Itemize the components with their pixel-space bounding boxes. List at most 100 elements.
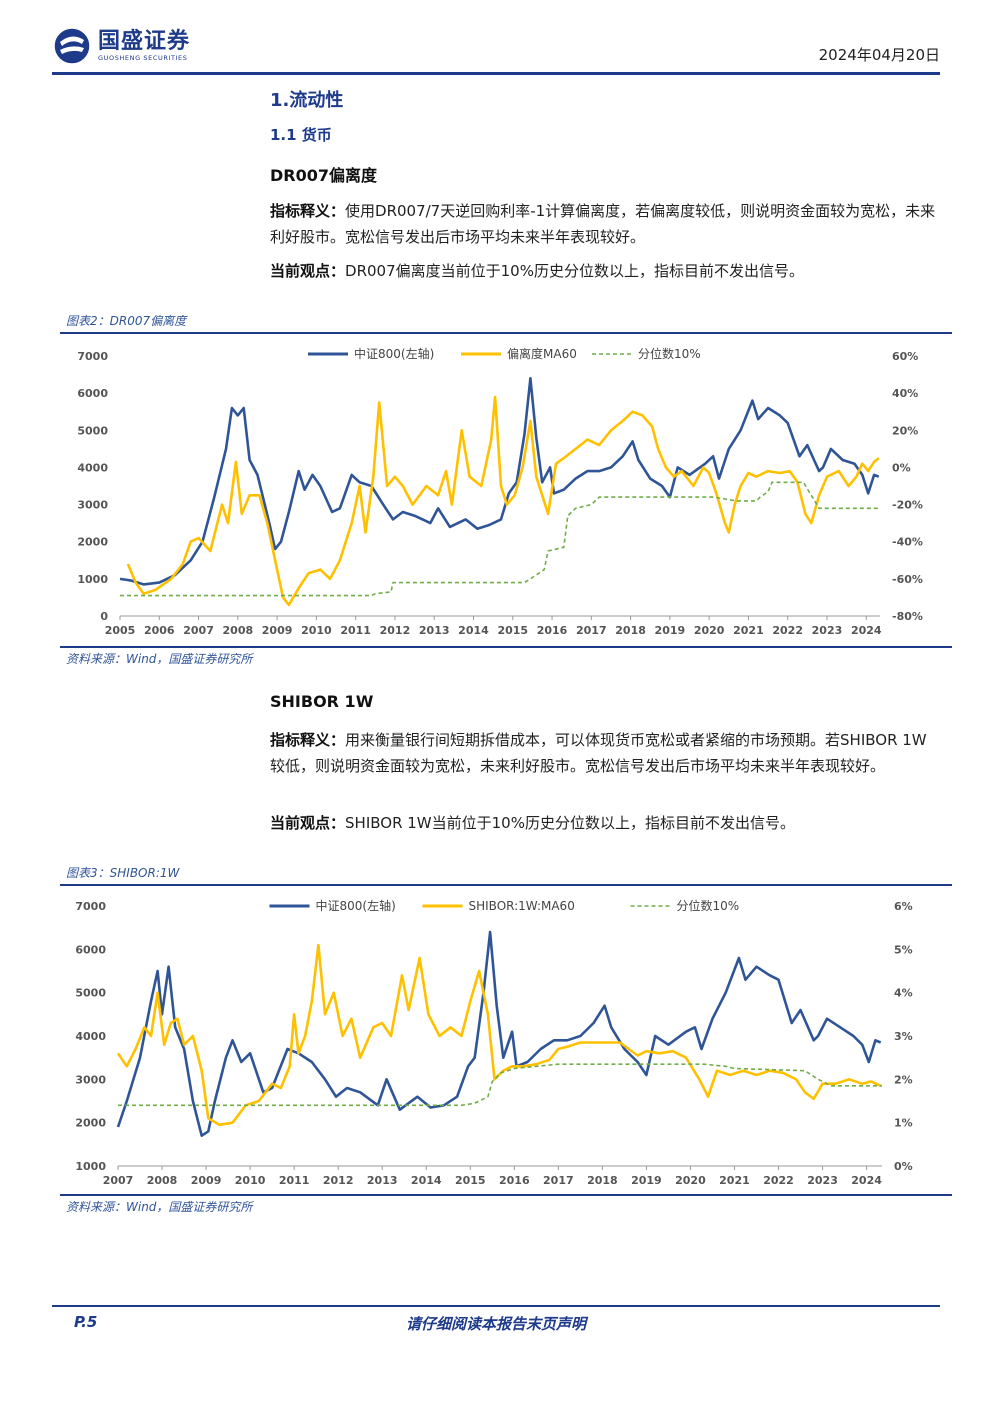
left-axis-tick-label: 6000 xyxy=(75,943,106,956)
series-line-2 xyxy=(120,481,880,597)
right-axis-tick-label: 3% xyxy=(894,1030,913,1043)
page-header: 国盛证券 GUOSHENG SECURITIES 2024年04月20日 xyxy=(52,26,940,72)
x-axis-tick-label: 2022 xyxy=(772,624,803,637)
right-axis-tick-label: 0% xyxy=(894,1160,913,1173)
right-axis-tick-label: 2% xyxy=(894,1073,913,1086)
definition-label: 指标释义： xyxy=(270,731,346,749)
logo-icon xyxy=(53,27,91,65)
left-axis-tick-label: 7000 xyxy=(75,900,106,913)
x-axis-tick-label: 2013 xyxy=(367,1174,398,1187)
left-axis-tick-label: 2000 xyxy=(77,536,108,549)
figure-source-2: 资料来源：Wind，国盛证券研究所 xyxy=(66,1200,253,1214)
x-axis-tick-label: 2009 xyxy=(191,1174,222,1187)
view-label: 当前观点： xyxy=(270,814,346,832)
x-axis-tick-label: 2007 xyxy=(103,1174,134,1187)
report-date: 2024年04月20日 xyxy=(818,46,940,64)
x-axis-tick-label: 2024 xyxy=(851,1174,882,1187)
series-line-1 xyxy=(116,943,882,1127)
chart-dr007: 0 1000 2000 3000 4000 5000 6000 7000 -80% -60% -40… xyxy=(77,346,923,637)
right-axis-tick-label: 5% xyxy=(894,943,913,956)
x-axis-tick-label: 2022 xyxy=(763,1174,794,1187)
left-axis-tick-label: 6000 xyxy=(77,387,108,400)
right-axis-tick-label: 1% xyxy=(894,1117,913,1130)
disclaimer: 请仔细阅读本报告末页声明 xyxy=(405,1315,586,1333)
x-axis-tick-label: 2010 xyxy=(301,624,332,637)
logo-en: GUOSHENG SECURITIES xyxy=(98,54,188,62)
x-axis-tick-label: 2008 xyxy=(147,1174,178,1187)
logo: 国盛证券 GUOSHENG SECURITIES xyxy=(52,26,190,66)
x-axis-tick-label: 2014 xyxy=(411,1174,442,1187)
view-text: SHIBOR 1W当前位于10%历史分位数以上，指标目前不发出信号。 xyxy=(345,814,795,832)
right-axis-tick-label: 20% xyxy=(892,424,918,437)
left-axis-tick-label: 1000 xyxy=(75,1160,106,1173)
left-axis-tick-label: 4000 xyxy=(77,461,108,474)
figure-bottom-rule-2 xyxy=(60,1194,952,1196)
logo-cn: 国盛证券 xyxy=(98,29,191,54)
left-axis-tick-label: 3000 xyxy=(77,499,108,512)
x-axis-tick-label: 2012 xyxy=(380,624,411,637)
legend-label-2: 分位数10% xyxy=(677,898,740,913)
figure-top-rule-1 xyxy=(60,332,952,334)
left-axis-tick-label: 5000 xyxy=(75,987,106,1000)
x-axis-tick-label: 2014 xyxy=(458,624,489,637)
x-axis-tick-label: 2010 xyxy=(235,1174,266,1187)
current-view-dr007: 当前观点：DR007偏离度当前位于10%历史分位数以上，指标目前不发出信号。 xyxy=(270,258,940,284)
x-axis-tick-label: 2023 xyxy=(812,624,843,637)
x-axis-tick-label: 2011 xyxy=(340,624,371,637)
right-axis-tick-label: 40% xyxy=(892,387,918,400)
series-line-0 xyxy=(116,930,882,1137)
x-axis-tick-label: 2009 xyxy=(262,624,293,637)
indicator-definition-dr007: 指标释义：使用DR007/7天逆回购利率-1计算偏离度，若偏离度较低，则说明资金… xyxy=(270,198,940,250)
x-axis-tick-label: 2013 xyxy=(419,624,450,637)
x-axis-tick-label: 2024 xyxy=(851,624,882,637)
left-axis-tick-label: 7000 xyxy=(77,350,108,363)
definition-label: 指标释义： xyxy=(270,202,346,220)
series-line-1 xyxy=(126,395,880,607)
figure-source-1: 资料来源：Wind，国盛证券研究所 xyxy=(66,652,253,666)
x-axis-tick-label: 2016 xyxy=(499,1174,530,1187)
footer-divider xyxy=(52,1305,940,1307)
x-axis-tick-label: 2017 xyxy=(543,1174,574,1187)
x-axis-tick-label: 2011 xyxy=(279,1174,310,1187)
right-axis-tick-label: 60% xyxy=(892,350,918,363)
right-axis-tick-label: 0% xyxy=(892,461,911,474)
right-axis-tick-label: -40% xyxy=(892,536,923,549)
x-axis-tick-label: 2016 xyxy=(537,624,568,637)
indicator-title-shibor: SHIBOR 1W xyxy=(270,692,374,711)
figure-bottom-rule-1 xyxy=(60,646,952,648)
x-axis-tick-label: 2015 xyxy=(455,1174,486,1187)
x-axis-tick-label: 2019 xyxy=(631,1174,662,1187)
left-axis-tick-label: 4000 xyxy=(75,1030,106,1043)
left-axis-tick-label: 0 xyxy=(100,610,108,623)
x-axis-tick-label: 2015 xyxy=(497,624,528,637)
x-axis-tick-label: 2007 xyxy=(183,624,214,637)
x-axis-tick-label: 2019 xyxy=(655,624,686,637)
legend-label-1: SHIBOR:1W:MA60 xyxy=(469,899,575,913)
view-text: DR007偏离度当前位于10%历史分位数以上，指标目前不发出信号。 xyxy=(345,262,804,280)
section-heading: 1.流动性 xyxy=(270,90,344,111)
left-axis-tick-label: 5000 xyxy=(77,424,108,437)
x-axis-tick-label: 2012 xyxy=(323,1174,354,1187)
x-axis-tick-label: 2021 xyxy=(733,624,764,637)
x-axis-tick-label: 2006 xyxy=(144,624,175,637)
current-view-shibor: 当前观点：SHIBOR 1W当前位于10%历史分位数以上，指标目前不发出信号。 xyxy=(270,810,940,836)
subsection-heading: 1.1 货币 xyxy=(270,126,332,144)
figure-top-rule-2 xyxy=(60,884,952,886)
series-line-0 xyxy=(119,376,880,586)
left-axis-tick-label: 2000 xyxy=(75,1117,106,1130)
chart-shibor: 1000 2000 3000 4000 5000 6000 7000 0% 1% 2% 3% 4% 5%… xyxy=(75,898,913,1187)
x-axis-tick-label: 2018 xyxy=(587,1174,618,1187)
view-label: 当前观点： xyxy=(270,262,346,280)
series-line-2 xyxy=(118,1063,882,1107)
left-axis-tick-label: 3000 xyxy=(75,1073,106,1086)
legend-label-0: 中证800(左轴) xyxy=(316,898,396,913)
right-axis-tick-label: -60% xyxy=(892,573,923,586)
left-axis-tick-label: 1000 xyxy=(77,573,108,586)
indicator-title-dr007: DR007偏离度 xyxy=(270,166,378,185)
x-axis-tick-label: 2018 xyxy=(615,624,646,637)
right-axis-tick-label: 6% xyxy=(894,900,913,913)
x-axis-tick-label: 2005 xyxy=(105,624,136,637)
x-axis-tick-label: 2017 xyxy=(576,624,607,637)
x-axis-tick-label: 2020 xyxy=(694,624,725,637)
legend-label-0: 中证800(左轴) xyxy=(354,346,434,361)
